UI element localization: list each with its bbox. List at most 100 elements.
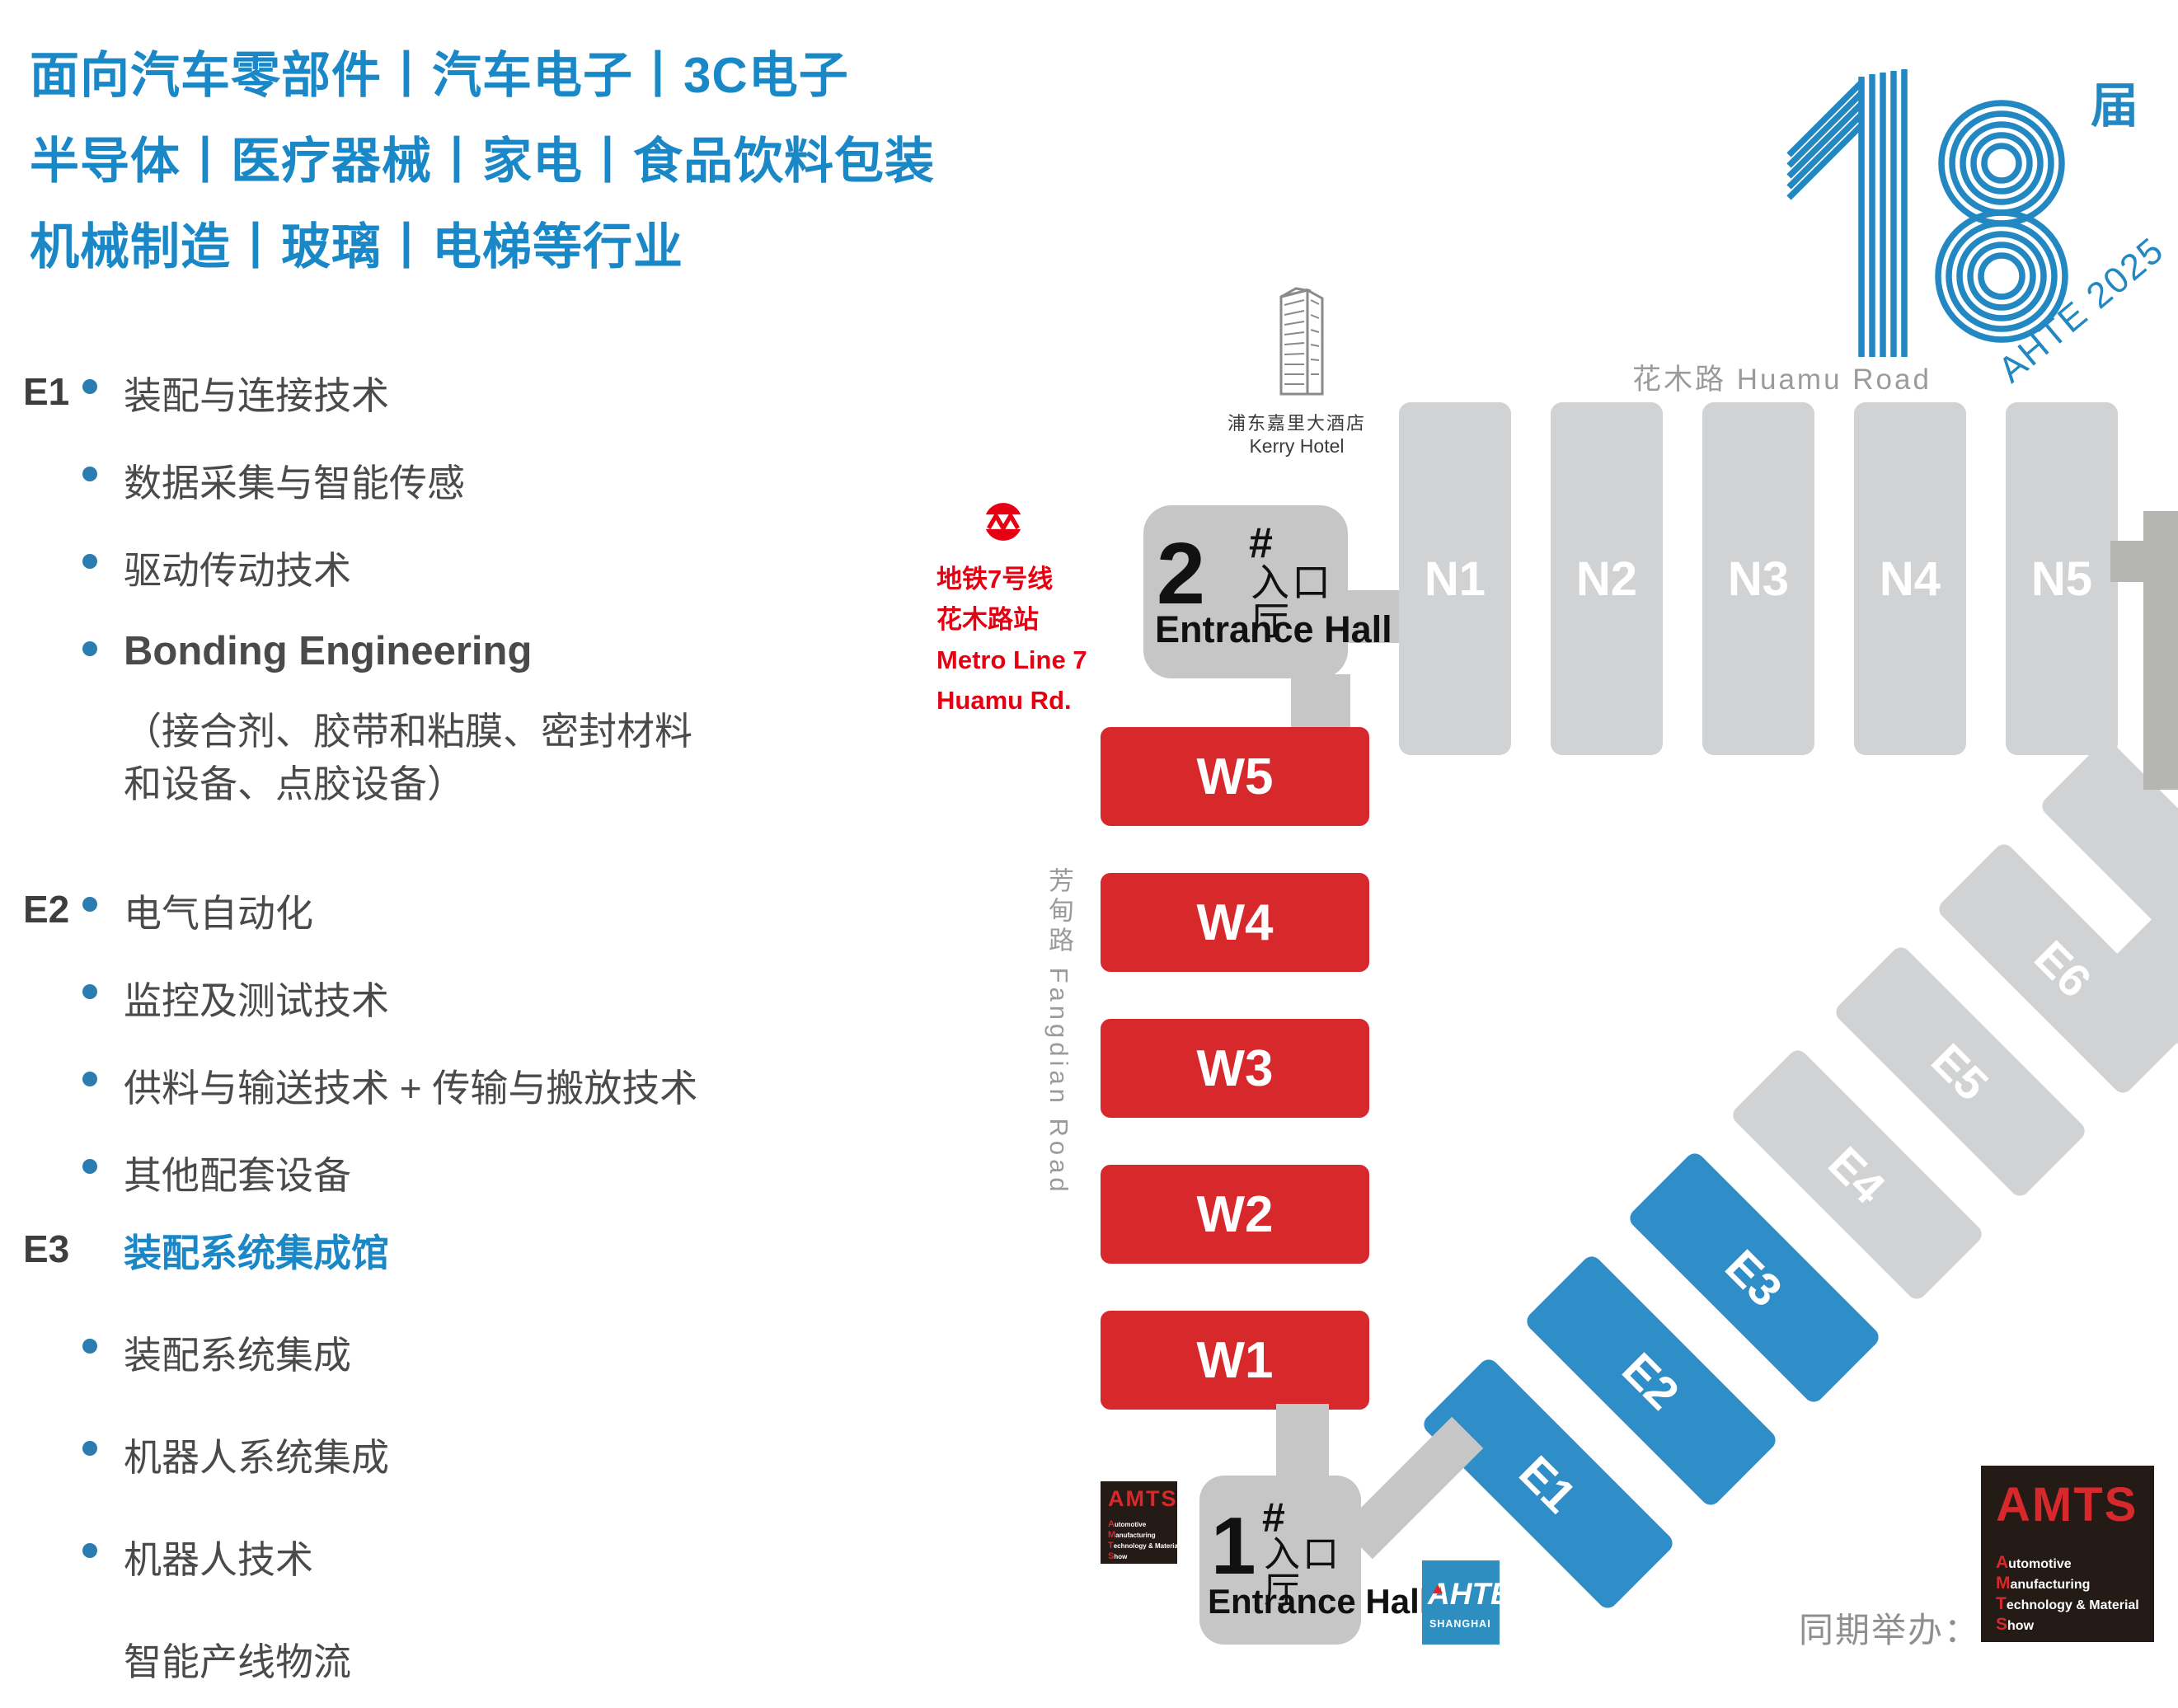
entrance2-to-n1-connector: [1346, 590, 1401, 643]
entrance2-hash: #: [1249, 519, 1273, 567]
entrance1-hash: #: [1262, 1494, 1285, 1541]
amts-word-rest: utomotive: [2008, 1557, 2072, 1571]
metro-station-cn: 花木路站: [936, 605, 1039, 634]
amts-word-rest: utomotive: [1114, 1521, 1147, 1528]
hall-n1: N1: [1399, 402, 1511, 755]
metro-line-en: Metro Line 7: [936, 645, 1087, 674]
amts-word-initial: T: [1996, 1594, 2007, 1613]
hall-label: N5: [2030, 551, 2093, 606]
hall-w3: W3: [1101, 1019, 1369, 1118]
hall-label: E3: [1716, 1239, 1793, 1316]
edition-suffix: 届: [2091, 79, 2138, 133]
list-item: 机器人系统集成: [82, 1428, 1080, 1482]
amts-word-initial: S: [1996, 1615, 2008, 1634]
hall-w1: W1: [1101, 1311, 1369, 1410]
ahte-logo-accent: [1433, 1584, 1443, 1593]
digit-1-stripes: [1786, 69, 1908, 357]
hall-label: W5: [1196, 748, 1274, 805]
amts-logo-text: AMTS: [1108, 1486, 1178, 1511]
hall-label: N1: [1424, 551, 1486, 606]
hall-label: N4: [1879, 551, 1941, 606]
amts-word-initial: M: [1108, 1530, 1116, 1540]
metro-icon: [983, 503, 1023, 541]
amts-word-initial: M: [1996, 1574, 2011, 1593]
metro-info: 地铁7号线 花木路站 Metro Line 7 Huamu Rd.: [936, 559, 1087, 720]
list-item: 智能产线物流: [124, 1640, 351, 1683]
list-item: 机器人技术: [82, 1530, 1080, 1584]
list-note-line: 和设备、点胶设备）: [124, 762, 465, 805]
list-item: 供料与输送技术 + 传输与搬放技术: [82, 1058, 1080, 1113]
digit-8-stripes: [1935, 100, 2068, 343]
amts-word-rest: how: [1114, 1553, 1128, 1560]
hall-label: E2: [1612, 1342, 1690, 1419]
list-item-bonding: Bonding Engineering: [82, 628, 1080, 674]
hall-n4: N4: [1854, 402, 1966, 755]
list-item: 其他配套设备: [82, 1146, 1080, 1200]
huamu-road-label: 花木路 Huamu Road: [1632, 364, 1932, 396]
hall-n5: N5: [2006, 402, 2118, 755]
hall-label: W2: [1196, 1185, 1274, 1243]
entrance-hall-2: 2 # 入口厅 Entrance Hall: [1143, 505, 1392, 678]
section-e3-title: 装配系统集成馆: [124, 1232, 389, 1274]
ahte-logo-text: AHTE: [1428, 1577, 1511, 1611]
list-item: 装配与连接技术: [82, 366, 1080, 420]
edition-event: AHTE 2025: [1991, 229, 2172, 390]
amts-word-rest: anufacturing: [2010, 1578, 2091, 1592]
headline-line-2: 半导体丨医疗器械丨家电丨食品饮料包装: [30, 134, 935, 189]
list-item: 数据采集与智能传感: [82, 453, 1080, 508]
metro-station-en: Huamu Rd.: [936, 686, 1072, 715]
amts-word-rest: how: [2007, 1619, 2035, 1633]
hall-label: E6: [2025, 930, 2102, 1007]
amts-word-rest: echnology & Material: [2006, 1598, 2139, 1612]
hall-label: E5: [1922, 1033, 1999, 1110]
amts-word-initial: T: [1108, 1541, 1114, 1551]
section-e3-label: E3: [23, 1227, 70, 1270]
hall-label: W4: [1196, 894, 1274, 951]
entrance2-label-en: Entrance Hall: [1155, 608, 1392, 650]
amts-word-initial: A: [1996, 1553, 2009, 1572]
hall-n2: N2: [1551, 402, 1663, 755]
entrance1-number: 1: [1211, 1500, 1256, 1591]
hall-label: W3: [1196, 1039, 1274, 1097]
hall-label: E1: [1509, 1445, 1587, 1523]
ahte-logo: AHTE SHANGHAI: [1422, 1560, 1511, 1645]
amts-logo-small: AMTS Automotive Manufacturing Technology…: [1101, 1481, 1181, 1564]
section-e1-label: E1: [23, 370, 70, 413]
hall-w5: W5: [1101, 727, 1369, 826]
metro-line-cn: 地铁7号线: [936, 565, 1054, 594]
list-item: 装配系统集成: [82, 1326, 1080, 1380]
kerry-hotel-name-cn: 浦东嘉里大酒店: [1227, 413, 1366, 434]
list-item: 监控及测试技术: [82, 971, 1080, 1025]
edition-18-logo: 18 届 AHTE 2025: [1786, 69, 2172, 391]
list-note-line: （接合剂、胶带和粘膜、密封材料: [124, 710, 692, 753]
entrance1-to-e1-connector: [1340, 1416, 1484, 1560]
headline: 面向汽车零部件丨汽车电子丨3C电子 半导体丨医疗器械丨家电丨食品饮料包装 机械制…: [30, 33, 935, 290]
amts-word-rest: anufacturing: [1115, 1532, 1156, 1539]
kerry-hotel-name-en: Kerry Hotel: [1249, 435, 1345, 457]
entrance2-number: 2: [1157, 525, 1205, 622]
hall-label: N3: [1727, 551, 1790, 606]
amts-logo-text: AMTS: [1996, 1478, 2138, 1532]
entrance-hall-1: 1 # 入口厅 Entrance Hall: [1199, 1476, 1429, 1645]
hall-label: W1: [1196, 1331, 1274, 1389]
entrance1-label-cn: 入口厅: [1264, 1534, 1341, 1611]
entrance1-label-en: Entrance Hall: [1208, 1582, 1429, 1621]
w1-to-entrance1-connector: [1276, 1404, 1329, 1481]
headline-line-3: 机械制造丨玻璃丨电梯等行业: [30, 219, 683, 274]
n5-road-connector-v: [2143, 511, 2178, 790]
headline-line-1: 面向汽车零部件丨汽车电子丨3C电子: [30, 48, 849, 103]
cohosted-label: 同期举办：: [1799, 1611, 1981, 1649]
hall-w4: W4: [1101, 873, 1369, 972]
list-item: 驱动传动技术: [82, 541, 1080, 595]
section-e2-label: E2: [23, 888, 70, 931]
amts-logo-large: AMTS Automotive Manufacturing Technology…: [1981, 1466, 2154, 1642]
amts-word-rest: echnology & Material: [1113, 1542, 1181, 1550]
hall-w2: W2: [1101, 1165, 1369, 1264]
ahte-logo-city: SHANGHAI: [1429, 1618, 1491, 1630]
hall-n3: N3: [1702, 402, 1814, 755]
hall-label: E4: [1819, 1136, 1896, 1213]
list-item: 电气自动化: [82, 884, 1080, 938]
amts-word-initial: A: [1108, 1519, 1115, 1529]
entrance2-label-cn: 入口厅: [1251, 561, 1333, 643]
